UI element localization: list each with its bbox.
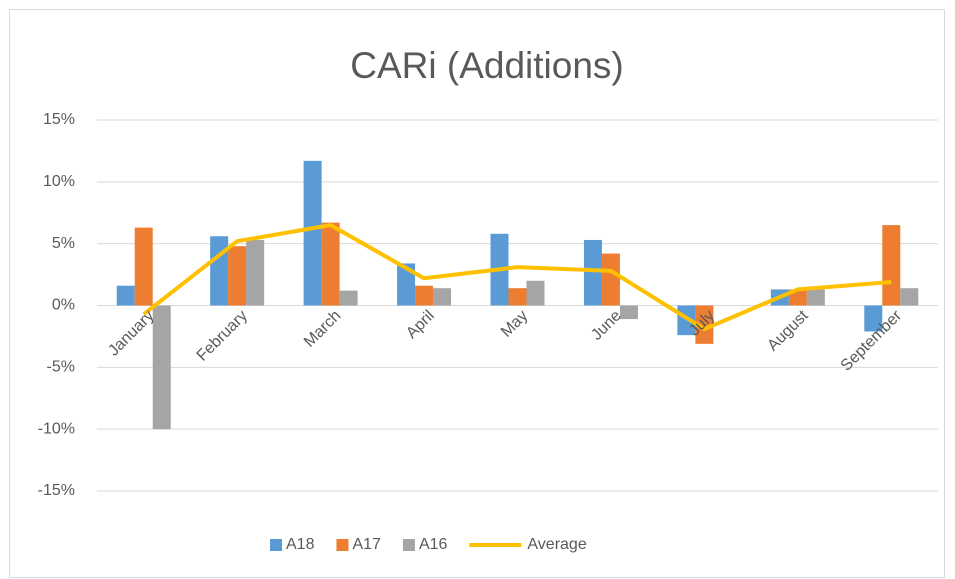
y-tick-label: 5%: [52, 235, 75, 252]
bar: [339, 290, 358, 306]
legend-swatch: [402, 539, 415, 551]
bar: [415, 285, 434, 306]
bar: [152, 305, 171, 430]
bar: [900, 288, 919, 306]
chart-title: CARi (Additions): [350, 45, 623, 86]
legend-label: A18: [286, 536, 315, 553]
y-tick-label: -15%: [38, 482, 75, 499]
bar: [246, 239, 265, 306]
bar: [601, 253, 620, 306]
y-tick-label: -10%: [38, 420, 75, 437]
bar: [619, 305, 638, 320]
bar: [583, 239, 602, 306]
legend-swatch: [336, 539, 349, 551]
bar: [882, 225, 901, 306]
legend-label: A17: [352, 536, 381, 553]
bar: [116, 285, 135, 306]
legend-swatch: [270, 539, 282, 551]
bar: [695, 305, 714, 344]
legend-label: A16: [419, 536, 448, 553]
legend-label: Average: [527, 536, 586, 553]
bar: [508, 288, 527, 306]
y-tick-label: 15%: [43, 111, 75, 128]
bar: [526, 280, 545, 306]
bar: [864, 305, 883, 332]
bar: [321, 222, 340, 306]
y-tick-label: 10%: [43, 173, 75, 190]
bar: [303, 160, 322, 306]
y-tick-label: 0%: [52, 297, 75, 314]
bar: [210, 236, 229, 306]
bar: [397, 263, 416, 306]
bar: [228, 246, 247, 306]
bar: [806, 289, 825, 306]
bar: [433, 288, 452, 306]
y-tick-label: -5%: [47, 359, 75, 376]
line: [142, 223, 892, 331]
bar: [134, 227, 153, 306]
